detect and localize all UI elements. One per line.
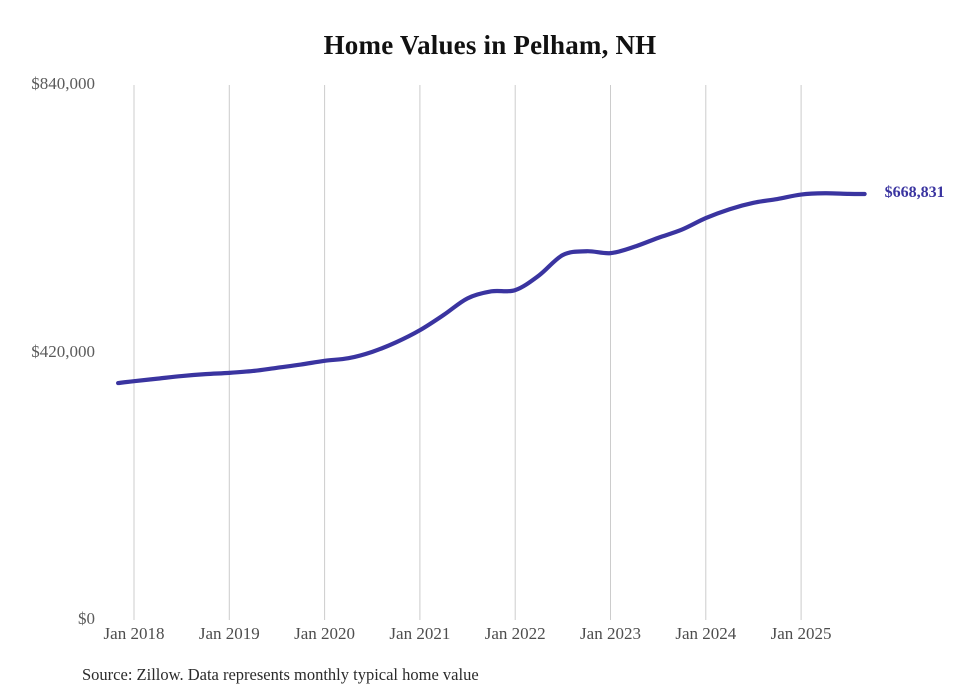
x-tick-label: Jan 2018 bbox=[103, 624, 165, 643]
y-tick-label: $0 bbox=[78, 609, 95, 628]
value-line-path bbox=[116, 191, 867, 386]
x-tick-label: Jan 2021 bbox=[389, 624, 451, 643]
y-tick-label: $840,000 bbox=[31, 74, 95, 93]
x-tick-label: Jan 2020 bbox=[294, 624, 356, 643]
x-tick-label: Jan 2019 bbox=[198, 624, 260, 643]
x-tick-label: Jan 2022 bbox=[484, 624, 546, 643]
source-note: Source: Zillow. Data represents monthly … bbox=[82, 665, 479, 684]
gridlines bbox=[133, 85, 802, 620]
x-tick-label: Jan 2023 bbox=[580, 624, 641, 643]
x-tick-label: Jan 2025 bbox=[770, 624, 832, 643]
end-value-annotation: $668,831 bbox=[884, 184, 945, 202]
x-tick-label: Jan 2024 bbox=[675, 624, 737, 643]
y-tick-label: $420,000 bbox=[31, 341, 95, 361]
chart-title: Home Values in Pelham, NH bbox=[323, 30, 657, 60]
